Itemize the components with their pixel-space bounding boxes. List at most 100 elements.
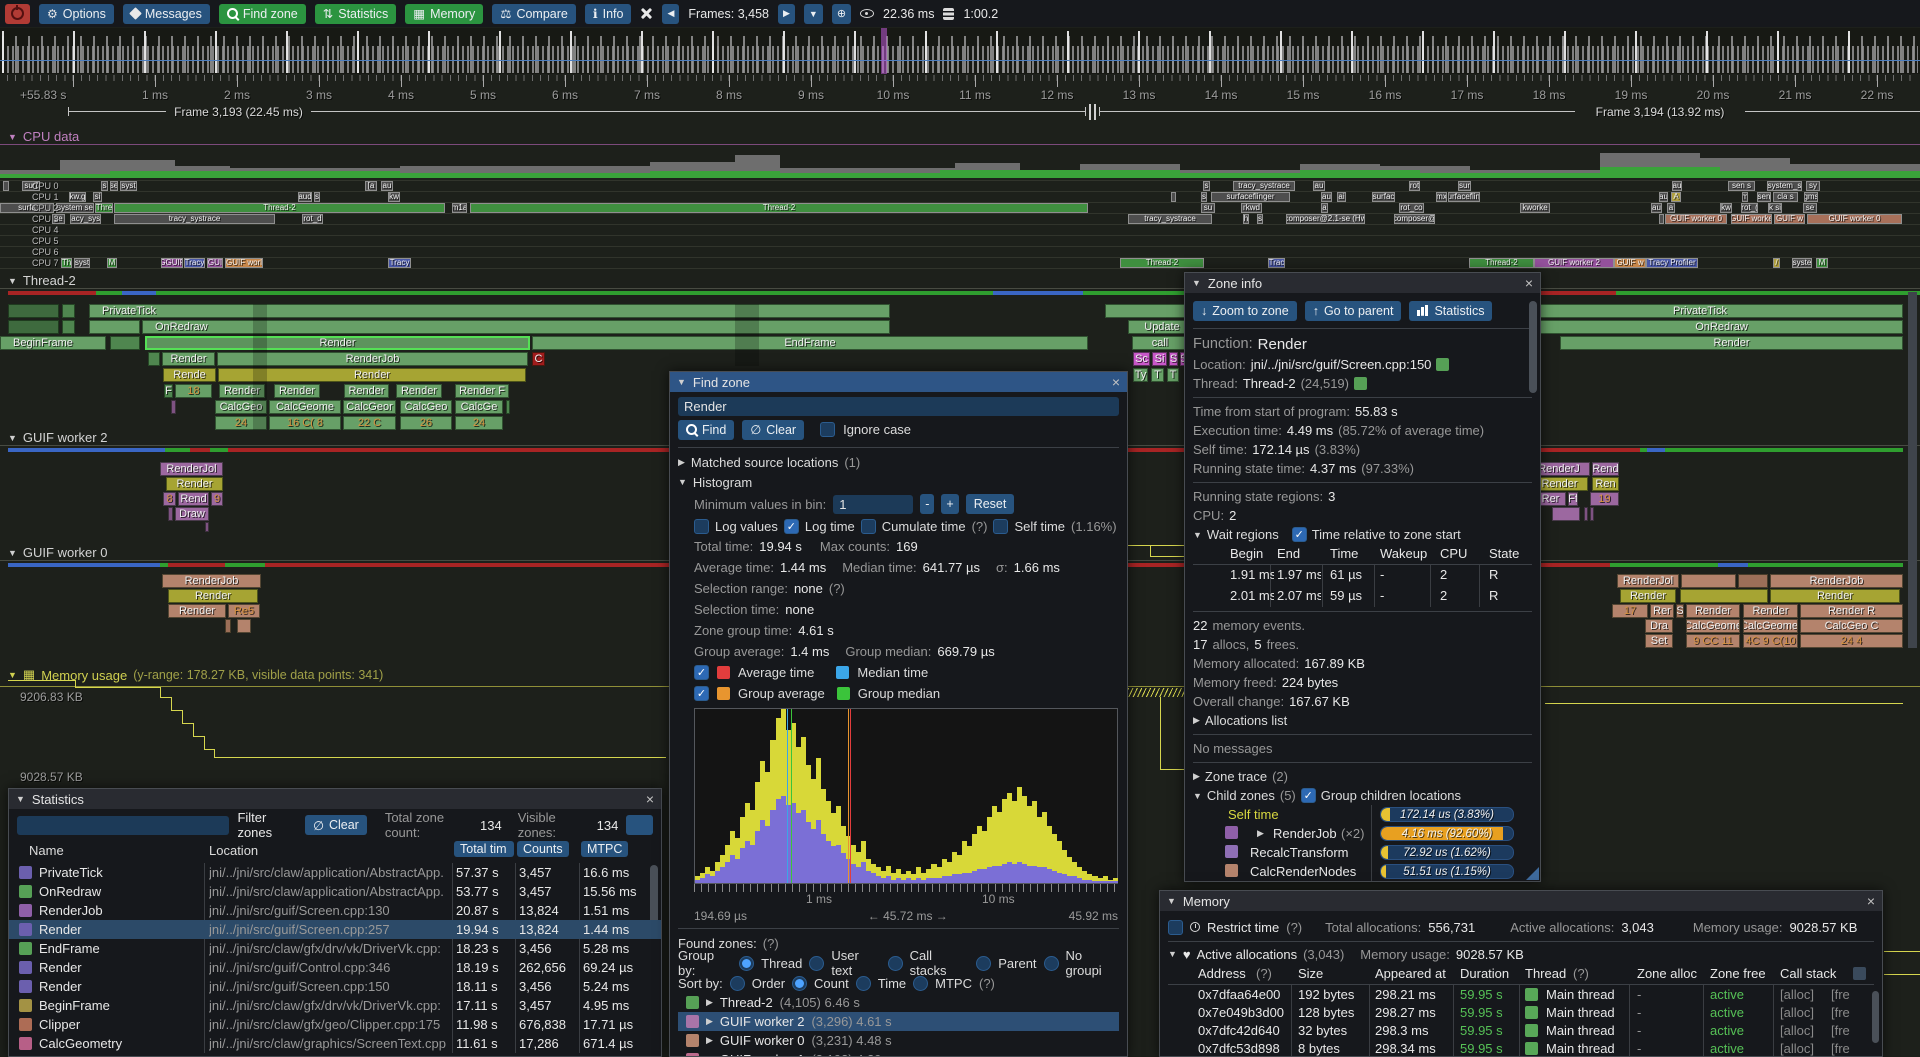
timeline-zone[interactable]: CalcGeor bbox=[343, 400, 396, 414]
timeline-zone[interactable]: sy bbox=[1806, 181, 1820, 191]
found-zone-thread-row[interactable]: ▶ Thread-2 (4,105) 6.46 s bbox=[678, 993, 1119, 1012]
column-header-address[interactable]: Address bbox=[1198, 966, 1246, 981]
statistics-titlebar[interactable]: ▼ Statistics × bbox=[9, 789, 661, 809]
timeline-zone[interactable]: 24 4 bbox=[1800, 634, 1903, 648]
allocation-row[interactable]: 0x7e049b3d00 128 bytes 298.27 ms 59.95 s… bbox=[1168, 1003, 1874, 1021]
avg-median-checkbox[interactable] bbox=[694, 665, 709, 680]
goto-frame-button[interactable]: ⊕ bbox=[831, 3, 852, 24]
statistics-row[interactable]: Render jni/../jni/src/guif/Screen.cpp:25… bbox=[9, 920, 661, 939]
timeline-zone[interactable]: GUI bbox=[207, 258, 223, 268]
frame-label[interactable]: Frame 3,194 (13.92 ms) bbox=[1595, 104, 1725, 119]
column-header-zone-free[interactable]: Zone free bbox=[1710, 966, 1766, 981]
timeline-zone[interactable]: 8 bbox=[163, 492, 176, 506]
zone-statistics-button[interactable]: Statistics bbox=[1409, 300, 1493, 321]
source-color-swatch[interactable] bbox=[1436, 358, 1450, 371]
timeline-zone[interactable]: system se bbox=[56, 203, 94, 213]
timeline-zone[interactable]: PrivateTick bbox=[1497, 304, 1903, 318]
messages-button[interactable]: Messages bbox=[122, 3, 210, 24]
statistics-row[interactable]: RenderJob jni/../jni/src/guif/Screen.cpp… bbox=[9, 901, 661, 920]
timeline-zone[interactable]: Ren bbox=[1592, 477, 1619, 491]
help-marker[interactable]: (?) bbox=[978, 975, 995, 991]
info-button[interactable]: ℹ Info bbox=[584, 3, 632, 24]
timeline-zone[interactable]: 17 bbox=[1612, 604, 1648, 618]
statistics-row[interactable]: EndFrame jni/../jni/src/claw/gfx/drv/vk/… bbox=[9, 939, 661, 958]
timeline-zone[interactable]: Set bbox=[1645, 634, 1673, 648]
expand-icon[interactable]: ▶ bbox=[678, 456, 685, 467]
guif-worker2-header[interactable]: ▼ GUIF worker 2 bbox=[8, 430, 107, 445]
timeline-zone[interactable]: Render bbox=[344, 384, 389, 398]
timeline-zone[interactable]: surfacefling bbox=[1448, 192, 1480, 202]
table-options-button[interactable] bbox=[1853, 967, 1866, 980]
timeline-zone[interactable]: Render bbox=[1560, 336, 1903, 350]
timeline-zone[interactable]: s bbox=[101, 181, 108, 191]
timeline-zone[interactable]: Draw bbox=[175, 507, 209, 521]
timeline-zone[interactable]: h bbox=[1243, 214, 1249, 224]
memory-scrollbar[interactable] bbox=[1872, 991, 1879, 1043]
found-zone-thread-row[interactable]: ▶ GUIF worker 1 (3,192) 4.39 s bbox=[678, 1050, 1119, 1056]
timeline-zone[interactable]: Rer bbox=[1650, 604, 1674, 618]
timeline-zone[interactable]: T bbox=[1167, 368, 1179, 382]
timeline-zone[interactable]: 16 C( 8 bbox=[269, 416, 341, 430]
timeline-zone[interactable]: CalcGeo bbox=[215, 400, 267, 414]
help-marker[interactable]: (?) bbox=[971, 518, 988, 534]
timeline-zone[interactable]: M bbox=[107, 258, 117, 268]
timeline-zone[interactable]: Tracy bbox=[388, 258, 411, 268]
timeline-zone[interactable]: Trac bbox=[1268, 258, 1285, 268]
found-zone-thread-row[interactable]: ▶ GUIF worker 0 (3,231) 4.48 s bbox=[678, 1031, 1119, 1050]
timeline-zone[interactable]: OnRedraw bbox=[142, 320, 890, 334]
timeline-zone[interactable]: m bbox=[1742, 192, 1748, 202]
group-parent-radio[interactable] bbox=[976, 955, 992, 971]
timeline-zone[interactable]: au bbox=[1651, 203, 1662, 213]
active-allocations-section[interactable]: ▼ ♥ Active allocations (3,043) Memory us… bbox=[1168, 946, 1524, 962]
memory-button[interactable]: ▦ Memory bbox=[405, 3, 484, 24]
collapse-icon[interactable]: ▼ bbox=[8, 432, 17, 443]
close-icon[interactable]: × bbox=[1866, 893, 1875, 909]
timeline-zone[interactable]: tracy_systrace bbox=[1128, 214, 1212, 224]
statistics-scrollbar[interactable] bbox=[650, 865, 658, 927]
timeline-zone[interactable]: Rend bbox=[178, 492, 209, 506]
statistics-row[interactable]: Render jni/../jni/src/guif/Screen.cpp:15… bbox=[9, 977, 661, 996]
expand-icon[interactable]: ▶ bbox=[706, 1054, 713, 1056]
timeline-zone[interactable]: composer@2.1-se (Hw bbox=[1286, 214, 1365, 224]
callstack-free-link[interactable]: [fre bbox=[1831, 1005, 1850, 1020]
expand-icon[interactable]: ▶ bbox=[1193, 771, 1200, 781]
timeline-zone[interactable]: syst bbox=[74, 258, 90, 268]
timeline-zone[interactable]: T bbox=[1151, 368, 1164, 382]
timeline-zone[interactable]: RenderJob bbox=[162, 574, 261, 588]
timeline-zone[interactable]: system_s bbox=[1767, 181, 1802, 191]
child-zones-section[interactable]: ▼ Child zones (5) Group children locatio… bbox=[1193, 786, 1532, 805]
timeline-zone[interactable]: Render R bbox=[1800, 604, 1903, 618]
callstack-free-link[interactable]: [fre bbox=[1831, 1023, 1850, 1038]
timeline-zone[interactable]: call bbox=[1132, 336, 1188, 350]
search-input[interactable] bbox=[678, 397, 1119, 416]
timeline-zone[interactable]: GUIF worker 0 bbox=[1665, 214, 1727, 224]
column-header-zone-alloc[interactable]: Zone alloc bbox=[1637, 966, 1697, 981]
log-values-checkbox[interactable] bbox=[694, 518, 709, 534]
wait-region-row[interactable]: 2.01 ms 2.07 ms 59 µs - 2 R bbox=[1230, 588, 1499, 603]
guif-worker0-header[interactable]: ▼ GUIF worker 0 bbox=[8, 545, 107, 560]
timeline-zone[interactable]: Rende bbox=[163, 368, 216, 382]
timeline-zone[interactable]: se bbox=[1803, 203, 1817, 213]
timeline-zone[interactable]: CalcGe bbox=[455, 400, 503, 414]
timeline-zone[interactable]: Ty bbox=[1133, 368, 1148, 382]
timeline-zone[interactable]: 26 bbox=[400, 416, 452, 430]
find-zone-button[interactable]: Find zone bbox=[218, 3, 306, 24]
timeline-zone[interactable]: tracy_systrace bbox=[1233, 181, 1295, 191]
timeline-zone[interactable]: Re5 bbox=[228, 604, 260, 618]
timeline-zone[interactable]: Render bbox=[168, 589, 258, 603]
timeline-zone[interactable]: M bbox=[1816, 258, 1828, 268]
column-header-total-time[interactable]: Total tim bbox=[454, 841, 514, 857]
column-header-call-stack[interactable]: Call stack bbox=[1780, 966, 1837, 981]
timeline-zone[interactable]: F bbox=[164, 384, 173, 398]
timeline-zone[interactable]: rot bbox=[1409, 181, 1420, 191]
collapse-icon[interactable]: ▼ bbox=[1167, 896, 1176, 906]
timeline-zone[interactable]: GUIF worker 0 bbox=[1807, 214, 1902, 224]
expand-icon[interactable]: ▶ bbox=[706, 1016, 713, 1026]
timeline-zone[interactable]: 9 bbox=[211, 492, 223, 506]
timeline-zone[interactable]: GUIF w bbox=[1614, 258, 1646, 268]
statistics-row[interactable]: BeginFrame jni/../jni/src/claw/gfx/drv/v… bbox=[9, 996, 661, 1015]
cpu-data-header[interactable]: ▼ CPU data bbox=[8, 129, 79, 144]
timeline-zone[interactable]: GUIF w bbox=[1774, 214, 1805, 224]
timeline-zone[interactable]: Render bbox=[1743, 604, 1798, 618]
timeline-zone[interactable]: CalcGeo C bbox=[1800, 619, 1903, 633]
